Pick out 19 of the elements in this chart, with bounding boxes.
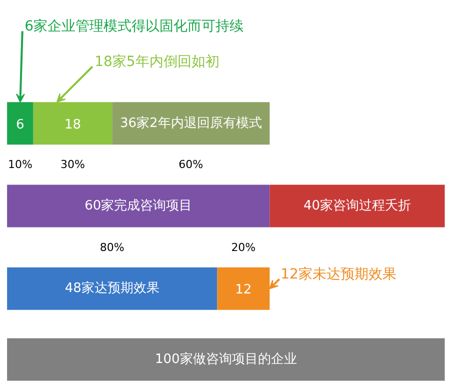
bar <box>270 184 445 228</box>
annotation: 30% <box>60 158 85 171</box>
data-label: 60家完成咨询项目 <box>84 197 192 214</box>
text: 18家5年内倒回如初 <box>94 54 220 70</box>
bar <box>7 184 270 228</box>
annotation: 12家未达预期效果 <box>280 266 396 282</box>
data-label: 18 <box>64 117 81 132</box>
bar <box>7 267 218 310</box>
data-label: 36家2年内退回原有模式 <box>120 114 262 131</box>
data-label: 6 <box>16 117 24 132</box>
data-label: 100家做咨询项目的企业 <box>155 351 297 368</box>
annotation: 20% <box>231 241 256 254</box>
annotation: 60% <box>178 158 204 171</box>
data-label: 12 <box>235 282 252 298</box>
annotation: 80% <box>100 241 124 254</box>
data-label: 48家达预期效果 <box>64 280 160 296</box>
data-label: 40家咨询过程夭折 <box>303 197 411 214</box>
annotation: 10% <box>8 158 32 171</box>
text: 6家企业管理模式得以固化而可持续 <box>24 18 244 34</box>
